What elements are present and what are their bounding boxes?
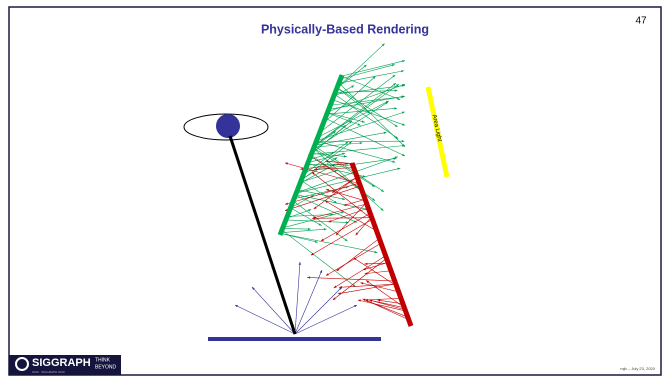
- page-number: 47: [635, 16, 647, 27]
- slide-title: Physically-Based Rendering: [261, 22, 429, 36]
- page: Physically-Based Rendering 47 Area Light…: [0, 0, 670, 381]
- logo-name: SIGGRAPH: [32, 357, 91, 369]
- slide: Physically-Based Rendering 47 Area Light…: [0, 0, 670, 381]
- logo-tagline: BEYOND: [95, 364, 117, 370]
- eye-pupil: [216, 114, 240, 138]
- logo-tagline: THINK: [95, 357, 111, 363]
- footer-text: mjb – July 23, 2020: [620, 366, 655, 371]
- logo-subline: 2020 · SIGGRAPH 2020: [32, 370, 65, 374]
